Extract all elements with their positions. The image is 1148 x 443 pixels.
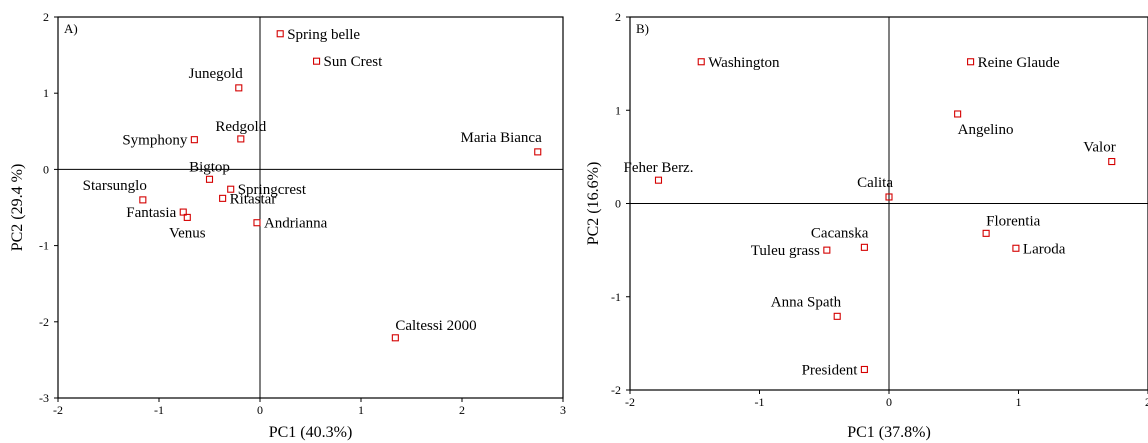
data-point (392, 335, 398, 341)
point-label: Symphony (122, 133, 188, 149)
x-tick-label: -1 (154, 403, 164, 417)
data-point (236, 85, 242, 91)
point-label: Andrianna (264, 216, 328, 232)
y-tick-label: 0 (43, 162, 49, 176)
data-point (983, 230, 989, 236)
data-point (277, 31, 283, 37)
point-label: Laroda (1023, 241, 1066, 257)
y-axis-title: PC2 (29.4 %) (9, 164, 26, 252)
data-point (140, 197, 146, 203)
point-label: Reine Glaude (978, 55, 1060, 71)
point-label: Venus (169, 225, 206, 241)
data-point (861, 244, 867, 250)
x-tick-label: -1 (755, 395, 765, 409)
point-label: Tuleu grass (751, 243, 820, 259)
point-label: Valor (1083, 140, 1116, 156)
panel-label: B) (636, 21, 649, 36)
y-tick-label: -2 (39, 315, 49, 329)
data-point (824, 247, 830, 253)
point-label: Sun Crest (324, 54, 384, 70)
x-tick-label: 1 (1016, 395, 1022, 409)
x-tick-label: 0 (257, 403, 263, 417)
y-axis-title: PC2 (16.6%) (585, 162, 602, 246)
y-tick-label: 2 (615, 10, 621, 24)
data-point (655, 177, 661, 183)
data-point (1109, 159, 1115, 165)
point-label: Spring belle (287, 27, 360, 43)
data-point (220, 195, 226, 201)
point-label: Bigtop (189, 159, 230, 175)
point-label: Anna Spath (771, 294, 842, 310)
y-tick-label: -1 (611, 290, 621, 304)
y-tick-label: -2 (611, 383, 621, 397)
point-label: Florentia (986, 213, 1040, 229)
data-point (254, 220, 260, 226)
point-label: Junegold (189, 66, 244, 82)
y-tick-label: -3 (39, 391, 49, 405)
data-point (535, 149, 541, 155)
point-label: Caltessi 2000 (395, 318, 476, 334)
point-label: Angelino (958, 122, 1014, 138)
data-point (1013, 245, 1019, 251)
data-point (834, 313, 840, 319)
x-axis-title: PC1 (40.3%) (269, 424, 353, 441)
x-tick-label: 2 (459, 403, 465, 417)
panel-a: -2 -1 0 1 2 3 -3 -2 -1 0 1 2 A) PC1 (40.3%) PC2 (29.4 … (9, 10, 566, 441)
x-tick-label: -2 (625, 395, 635, 409)
x-tick-label: 0 (886, 395, 892, 409)
y-tick-label: 2 (43, 10, 49, 24)
data-point (238, 136, 244, 142)
x-axis-title: PC1 (37.8%) (847, 424, 931, 441)
data-point (191, 137, 197, 143)
point-label: Redgold (215, 119, 266, 135)
point-label: Calita (857, 175, 893, 191)
data-point (314, 58, 320, 64)
point-label: President (802, 362, 859, 378)
data-point (861, 366, 867, 372)
panel-label: A) (64, 21, 78, 36)
point-label: Ritastar (230, 191, 277, 207)
x-tick-label: 1 (358, 403, 364, 417)
data-point (955, 111, 961, 117)
data-point (698, 59, 704, 65)
point-label: Feher Berz. (624, 160, 694, 176)
data-point (968, 59, 974, 65)
y-tick-label: 1 (615, 103, 621, 117)
x-tick-label: -2 (53, 403, 63, 417)
data-point (207, 176, 213, 182)
x-tick-label: 3 (560, 403, 566, 417)
point-label: Starsunglo (83, 178, 147, 194)
point-label: Maria Bianca (461, 130, 543, 146)
y-tick-label: 1 (43, 86, 49, 100)
point-label: Washington (708, 55, 780, 71)
point-label: Fantasia (126, 205, 176, 221)
point-label: Cacanska (811, 225, 869, 241)
y-tick-label: 0 (615, 197, 621, 211)
y-tick-label: -1 (39, 239, 49, 253)
